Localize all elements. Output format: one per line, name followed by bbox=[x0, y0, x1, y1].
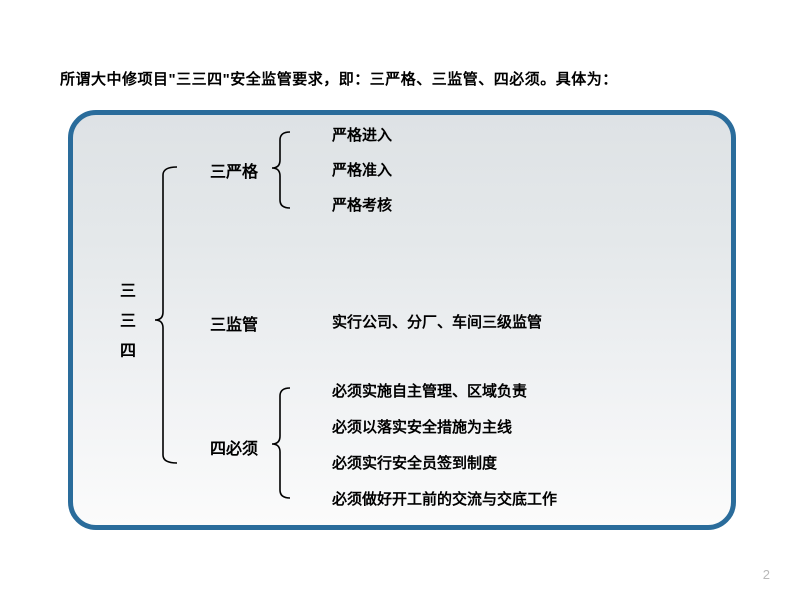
child-label: 四必须 bbox=[210, 435, 258, 459]
brace bbox=[155, 167, 185, 463]
leaf-label: 必须实行安全员签到制度 bbox=[332, 452, 497, 473]
leaf-label: 严格准入 bbox=[332, 159, 392, 180]
page-title: 所谓大中修项目"三三四"安全监管要求，即：三严格、三监管、四必须。具体为： bbox=[60, 68, 752, 89]
root-label: 三三四 bbox=[113, 282, 137, 372]
leaf-label: 必须以落实安全措施为主线 bbox=[332, 416, 512, 437]
child-label: 三监管 bbox=[210, 311, 258, 335]
leaf-label: 严格进入 bbox=[332, 124, 392, 145]
child-label: 三严格 bbox=[210, 158, 258, 182]
leaf-label: 实行公司、分厂、车间三级监管 bbox=[332, 311, 542, 332]
brace bbox=[272, 132, 298, 208]
page-number: 2 bbox=[763, 567, 770, 582]
leaf-label: 严格考核 bbox=[332, 194, 392, 215]
leaf-label: 必须做好开工前的交流与交底工作 bbox=[332, 488, 557, 509]
leaf-label: 必须实施自主管理、区域负责 bbox=[332, 380, 527, 401]
brace bbox=[272, 388, 298, 498]
